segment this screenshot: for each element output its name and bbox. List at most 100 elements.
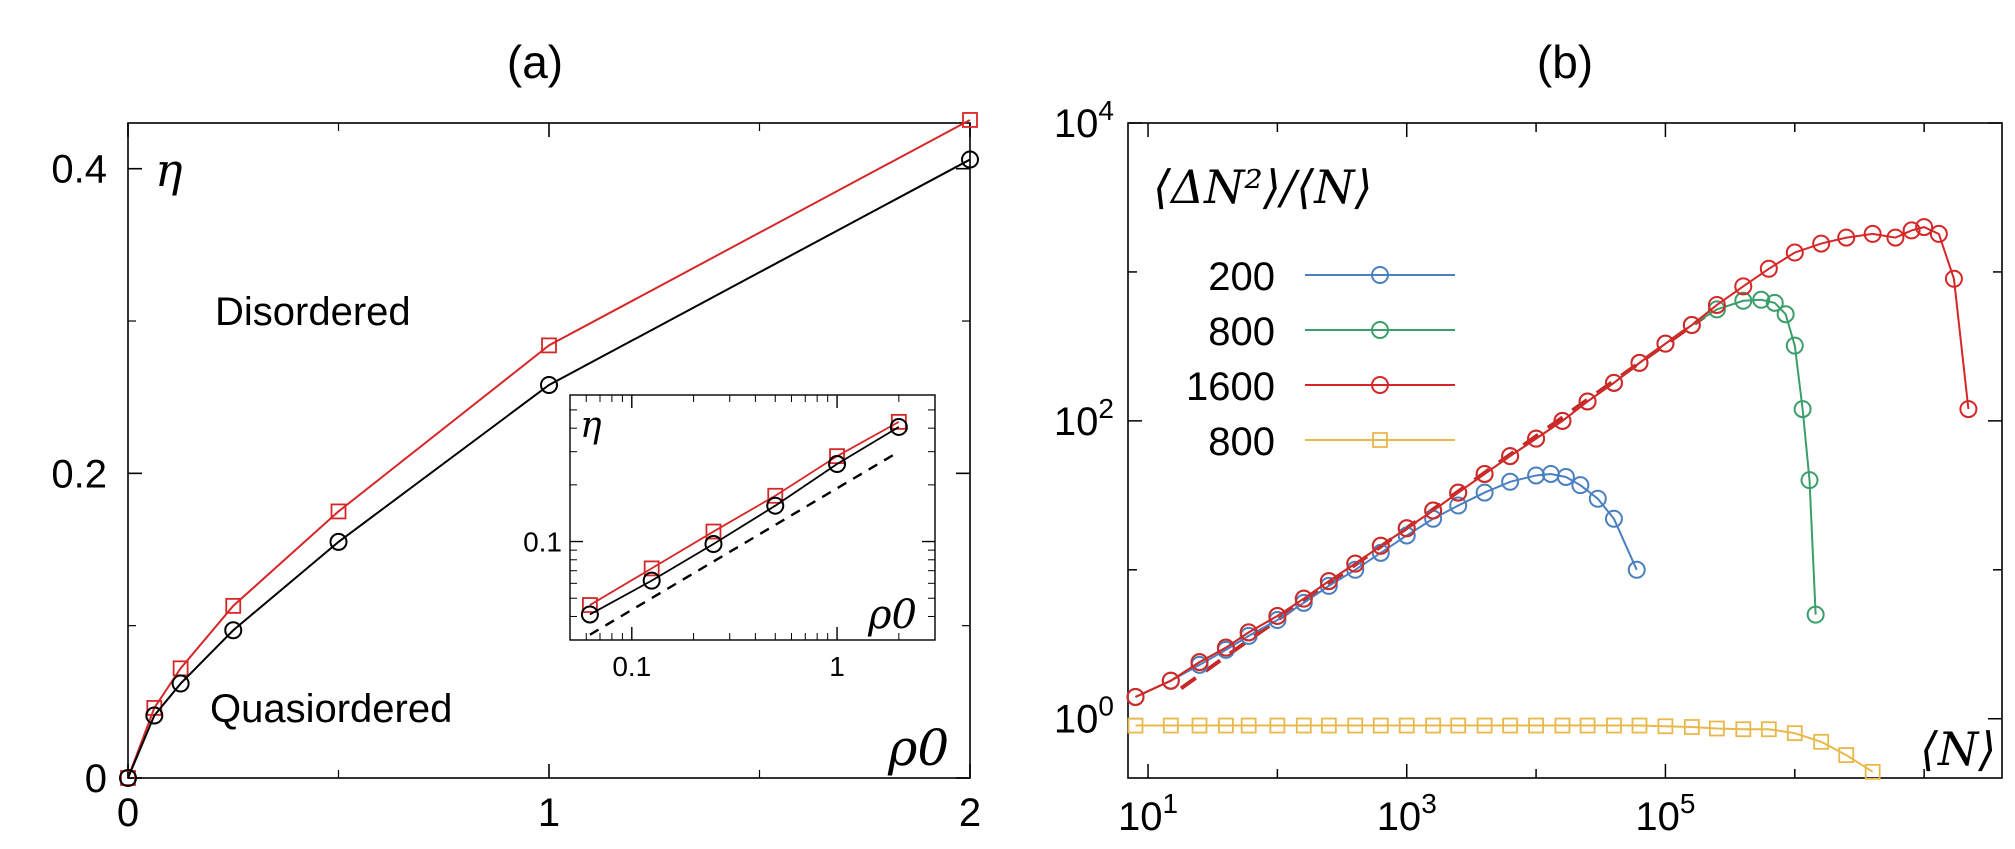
data-point [171,674,190,693]
series-line [1135,472,1638,698]
panel-b: (b) 101 103 105 100 102 104 ⟨ΔN²⟩/⟨N⟩ ⟨N⟩ 200… [1054,36,2003,839]
data-point [329,532,348,551]
inset-data-point [828,455,847,474]
data-point [1604,509,1623,528]
inset-xlabel: ρ0 [867,592,917,638]
data-point [1735,721,1752,738]
panel-b-frame [1127,122,2003,779]
data-point [1554,717,1571,734]
data-point [1838,747,1855,763]
data-point [1759,259,1778,278]
data-point [1449,483,1468,502]
data-point [1682,316,1701,335]
panel-a-series [119,112,979,787]
y-tick-label: 100 [1054,691,1114,742]
data-point [1915,218,1934,237]
data-point [1571,476,1590,495]
data-point [1785,243,1804,262]
inset-data-point [580,605,599,624]
x-tick-label: 2 [959,791,981,835]
data-point [1346,554,1365,573]
data-point [224,621,243,640]
data-point [1760,721,1777,738]
y-tick-label: 102 [1054,393,1114,444]
data-point [1424,501,1443,520]
data-point [1683,719,1700,735]
panel-b-title: (b) [1537,36,1593,88]
data-point [1734,291,1753,310]
data-point [1863,224,1882,243]
legend-marker [1371,376,1389,394]
x-tick-label: 1 [538,791,560,835]
data-point [962,112,978,128]
data-point [1864,763,1881,780]
data-point [1527,429,1546,448]
data-point [1630,353,1649,372]
legend-label: 1600 [1186,365,1275,409]
data-point [1929,224,1948,243]
data-point [1161,671,1180,690]
inset-ticks: 0.1 1 0.1 [523,395,936,682]
data-point [1886,228,1905,247]
data-point [1347,717,1364,734]
panel-b-ylabel: ⟨ΔN²⟩/⟨N⟩ [1153,160,1372,214]
data-point [1127,717,1144,734]
data-point [1578,392,1597,411]
data-point [1294,589,1313,608]
data-point [1216,638,1235,657]
data-point [1813,733,1830,750]
legend-marker [1371,321,1389,339]
inset-data-point [642,571,661,590]
data-point [1604,373,1623,392]
series-line [1135,298,1817,698]
data-point [1656,334,1675,353]
panel-a-ticks: 0 1 2 0 0.2 0.4 [51,123,981,835]
y-tick-label: 104 [1054,95,1114,146]
data-point [1190,653,1209,672]
x-tick-label: 0 [117,791,139,835]
inset-data-point [581,597,598,613]
data-point [145,706,164,725]
inset-series-line [589,421,900,606]
data-point [1765,293,1784,312]
data-point [1631,717,1648,734]
data-point [1785,336,1804,355]
series-line [127,158,971,779]
data-point [1475,483,1494,502]
x-tick-label: 103 [1377,788,1437,839]
data-point [1707,300,1726,319]
region-label-quasiordered: Quasiordered [210,687,452,731]
data-point [330,503,347,520]
inset-data-point [643,560,660,577]
data-point [1527,466,1546,485]
panel-a-inset: 0.1 1 0.1 η ρ0 [523,394,936,682]
data-point [1398,717,1415,734]
data-point [1162,717,1179,734]
data-point [1786,725,1803,742]
panel-a-title: (a) [507,36,563,88]
data-point [1319,572,1338,591]
legend-label: 800 [1208,420,1275,464]
data-point [1372,717,1389,734]
data-point [1556,467,1575,486]
data-point [225,597,242,614]
inset-data-point [766,496,785,515]
panel-b-legend: 200 800 1600 800 [1186,255,1455,464]
dashed-guide-line [1179,315,1706,690]
panel-a-ylabel: η [155,143,183,197]
inset-data-point [704,535,723,554]
data-point [1476,717,1493,734]
data-point [1800,471,1819,490]
data-point [1320,717,1337,734]
data-point [1709,720,1725,737]
data-point [1627,560,1646,579]
data-point [1450,717,1467,734]
region-label-disordered: Disordered [215,290,411,334]
data-point [1812,234,1831,253]
inset-x-tick-label: 0.1 [612,651,651,682]
data-point [1579,717,1596,734]
data-point [1295,717,1312,734]
inset-y-tick-label: 0.1 [523,527,562,558]
inset-ylabel: η [580,405,602,446]
y-tick-label: 0 [85,757,107,801]
